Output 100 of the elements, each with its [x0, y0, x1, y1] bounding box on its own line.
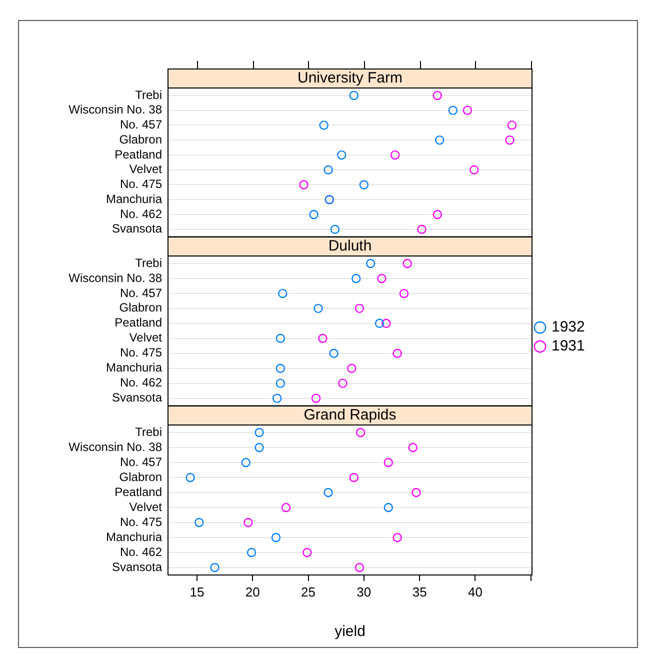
point — [384, 502, 394, 512]
y-tick-label: Velvet — [129, 162, 163, 176]
chart-title: Duluth — [328, 237, 372, 254]
point — [186, 472, 195, 482]
y-tick-label: Manchuria — [106, 529, 162, 544]
y-tick-label: Velvet — [129, 330, 163, 344]
point — [338, 378, 348, 388]
point — [347, 364, 356, 373]
point — [382, 318, 391, 328]
point — [309, 210, 318, 220]
point — [507, 120, 517, 130]
point — [354, 304, 364, 313]
point — [319, 120, 328, 130]
x-tick-label: 40 — [468, 584, 482, 599]
point — [330, 224, 340, 234]
y-tick-label: Manchuria — [106, 192, 162, 206]
point — [412, 487, 421, 497]
point — [505, 135, 514, 145]
point — [318, 334, 328, 343]
point — [354, 562, 364, 572]
point — [432, 210, 442, 220]
y-tick-label: Peatland — [114, 316, 162, 330]
x-tick-label: 20 — [245, 584, 260, 599]
x-tick-label: 35 — [412, 584, 427, 599]
y-tick-label: No. 475 — [120, 514, 162, 528]
y-tick-label: No. 457 — [120, 286, 162, 300]
chart-title: Grand Rapids — [304, 406, 396, 424]
point — [349, 472, 358, 482]
point — [276, 334, 286, 343]
y-tick-label: Svansota — [112, 559, 162, 574]
point — [352, 274, 361, 283]
point — [462, 106, 472, 115]
legend-label: 1931 — [552, 337, 585, 354]
point — [392, 348, 402, 358]
chart-title: University Farm — [297, 70, 403, 87]
y-tick-label: No. 462 — [120, 544, 162, 558]
y-tick-label: Glabron — [119, 132, 162, 146]
point — [390, 150, 400, 160]
y-tick-label: Velvet — [129, 499, 163, 514]
y-tick-label: No. 457 — [120, 454, 162, 468]
y-tick-label: Trebi — [135, 88, 162, 102]
legend-label: 1932 — [552, 318, 585, 336]
point — [324, 487, 333, 497]
point — [241, 457, 251, 467]
point — [392, 532, 402, 542]
point — [254, 442, 264, 452]
point — [299, 180, 308, 190]
point — [349, 90, 358, 100]
y-tick-label: No. 462 — [120, 375, 162, 390]
x-axis-title: yield — [334, 622, 366, 640]
point — [337, 150, 346, 160]
point — [271, 532, 281, 542]
point — [417, 224, 426, 234]
point — [302, 547, 312, 557]
point — [399, 288, 409, 298]
point — [314, 304, 323, 313]
point — [246, 547, 256, 557]
y-tick-label: Trebi — [135, 424, 162, 438]
y-tick-label: Peatland — [114, 147, 162, 162]
point — [329, 348, 338, 358]
point — [470, 165, 479, 174]
y-tick-label: Glabron — [119, 469, 162, 484]
y-tick-label: No. 457 — [120, 118, 162, 132]
point — [408, 442, 418, 452]
y-tick-label: Wisconsin No. 38 — [68, 439, 162, 454]
point — [432, 90, 442, 100]
x-tick-label: 15 — [190, 584, 204, 599]
point — [278, 288, 288, 298]
point — [194, 517, 204, 527]
point — [448, 106, 458, 115]
x-tick-label: 25 — [301, 584, 316, 599]
point — [281, 502, 291, 512]
point — [254, 427, 264, 437]
point — [374, 318, 384, 328]
y-tick-label: Svansota — [112, 222, 162, 236]
y-tick-label: No. 475 — [120, 345, 162, 360]
y-tick-label: Svansota — [112, 390, 162, 404]
point — [276, 364, 286, 373]
y-tick-label: Glabron — [119, 300, 162, 315]
point — [276, 378, 286, 388]
point — [272, 394, 282, 403]
point — [366, 258, 376, 268]
x-tick-label: 30 — [356, 584, 372, 599]
point — [435, 135, 444, 145]
y-tick-label: No. 475 — [120, 177, 162, 192]
y-tick-label: Trebi — [135, 256, 162, 270]
y-tick-label: Wisconsin No. 38 — [68, 270, 162, 285]
y-tick-label: Manchuria — [106, 360, 162, 374]
point — [311, 394, 321, 403]
y-tick-label: Peatland — [114, 484, 162, 498]
point — [356, 427, 366, 437]
y-tick-label: Wisconsin No. 38 — [68, 102, 162, 117]
point — [244, 517, 253, 527]
point — [359, 180, 369, 190]
point — [402, 258, 412, 268]
point — [384, 457, 394, 467]
y-tick-label: No. 462 — [120, 206, 162, 221]
point — [210, 562, 220, 572]
point — [377, 274, 386, 283]
point — [324, 165, 333, 174]
